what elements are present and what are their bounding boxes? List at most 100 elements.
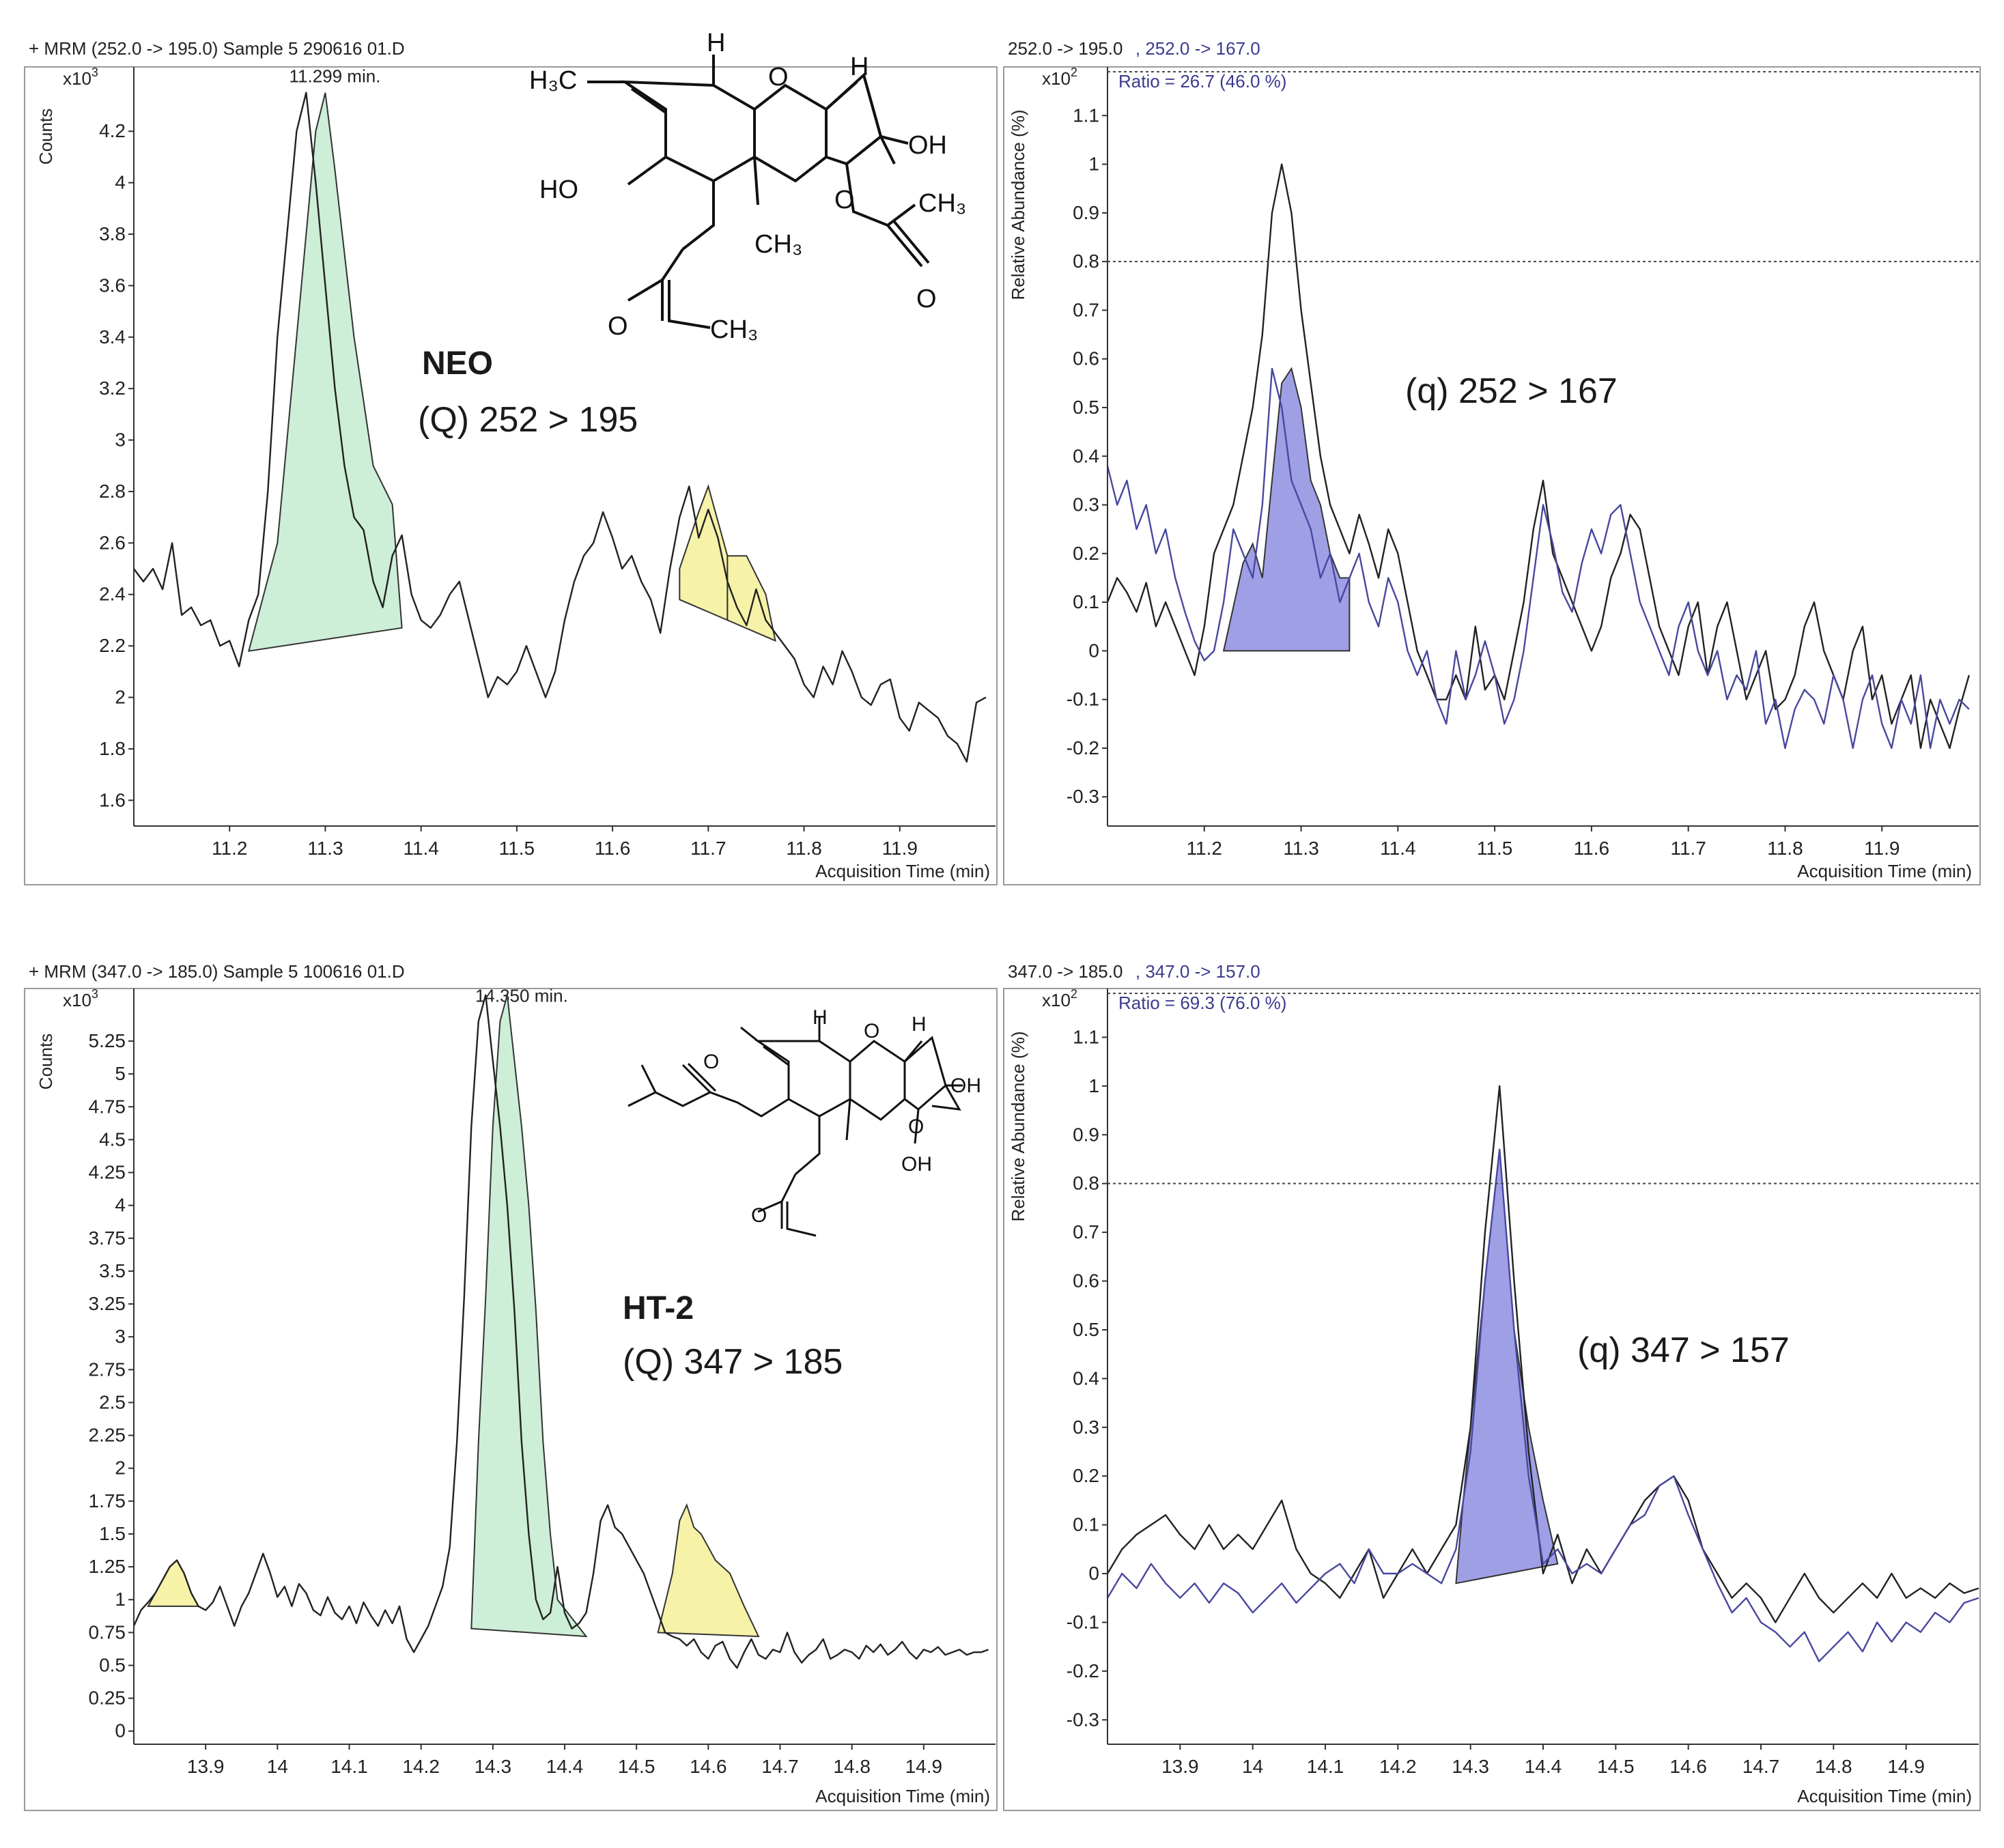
transition-label: (q) 252 > 167 xyxy=(1405,371,1618,411)
atom-oh-right: OH xyxy=(950,1075,981,1097)
y-tick-label: 0.6 xyxy=(1073,1270,1099,1292)
y-tick-label: 0.4 xyxy=(1073,445,1099,466)
integrated-peak-area xyxy=(1455,1149,1559,1584)
ch3-bond xyxy=(753,156,759,205)
y-tick-label: 0.5 xyxy=(1073,1319,1099,1340)
x-tick-label: 14.7 xyxy=(1742,1756,1780,1777)
ring-c xyxy=(904,1036,947,1111)
panel-ht2-quant: + MRM (347.0 -> 185.0) Sample 5 100616 0… xyxy=(24,961,998,1811)
y-axis-label: Counts xyxy=(36,109,56,165)
y-tick-label: 4 xyxy=(115,172,126,193)
atom-ch3-mid: CH₃ xyxy=(754,230,802,259)
y-tick-label: 1.5 xyxy=(99,1523,126,1544)
y-tick-label: 3.5 xyxy=(99,1260,126,1281)
peak-time-label: 11.299 min. xyxy=(289,66,380,87)
x-tick-label: 14.4 xyxy=(546,1756,584,1777)
y-tick-label: 3.4 xyxy=(99,326,126,347)
ratio-label: Ratio = 69.3 (76.0 %) xyxy=(1118,993,1286,1013)
y-axis-label: Relative Abundance (%) xyxy=(1008,110,1028,300)
y-tick-label: 2.2 xyxy=(99,635,126,656)
y-tick-label: 0.75 xyxy=(89,1621,126,1643)
panel-ht2-qual: 347.0 -> 185.0 , 347.0 -> 157.0 x102 Rat… xyxy=(1003,961,1981,1811)
y-tick-label: 4.2 xyxy=(99,120,126,141)
peak-annotation: 11.299 min. xyxy=(289,66,380,87)
axes: 0 0.25 0.5 0.75 1 1.25 1.5 1.75 2 2.25 2.5 2.75 3 3.2… xyxy=(89,989,996,1777)
y-tick-label: 2.8 xyxy=(99,481,126,502)
y-tick-label: 0.9 xyxy=(1073,1124,1099,1145)
x-tick-label: 11.4 xyxy=(403,838,438,859)
integrated-peak-area xyxy=(1222,367,1351,652)
y-axis-label: Relative Abundance (%) xyxy=(1008,1032,1028,1222)
x-tick-label: 11.2 xyxy=(212,838,247,859)
x-tick-label: 11.3 xyxy=(307,838,343,859)
axes: -0.3 -0.2 -0.1 0 0.1 0.2 0.3 0.4 0.5 0.6 0.7 0.8 0.9… xyxy=(1067,989,1979,1777)
y-tick-label: 2.4 xyxy=(99,584,126,605)
atom-ch3-right: CH₃ xyxy=(918,189,966,218)
acetate xyxy=(757,1174,817,1237)
series-line xyxy=(1106,163,1970,750)
series-line xyxy=(133,91,987,763)
x-tick-label: 14.1 xyxy=(330,1756,368,1777)
y-tick-label: 0.7 xyxy=(1073,1221,1099,1242)
atom-o-epox: O xyxy=(834,186,855,214)
y-tick-label: 3 xyxy=(115,429,126,451)
y-tick-label: 4.25 xyxy=(89,1162,126,1183)
y-tick-label: 3.8 xyxy=(99,223,126,244)
panel-header: + MRM (347.0 -> 185.0) Sample 5 100616 0… xyxy=(29,961,405,982)
peak-time-label: 14.350 min. xyxy=(475,985,568,1006)
transition-label: (Q) 347 > 185 xyxy=(623,1342,843,1382)
y-tick-label: 0.2 xyxy=(1073,1465,1099,1486)
y-tick-label: 3.6 xyxy=(99,274,126,296)
neo-structure-image xyxy=(587,55,930,329)
y-tick-label: 5.25 xyxy=(89,1030,126,1051)
ring-a xyxy=(754,1040,851,1118)
panel-neo-qual: 252.0 -> 195.0 , 252.0 -> 167.0 x102 Rat… xyxy=(1003,38,1981,885)
integrated-peak-area xyxy=(657,1503,760,1638)
panel-header: 252.0 -> 195.0 , 252.0 -> 167.0 xyxy=(1008,38,1260,59)
y-tick-label: 2.75 xyxy=(89,1359,126,1380)
x-tick-label: 14.5 xyxy=(1597,1756,1635,1777)
x-tick-label: 11.6 xyxy=(595,838,630,859)
oac-bond xyxy=(845,163,930,268)
x-tick-label: 14.3 xyxy=(475,1756,512,1777)
integrated-peak-area xyxy=(247,92,403,652)
y-tick-label: 0.1 xyxy=(1073,591,1099,612)
y-tick-label: 4 xyxy=(115,1195,126,1216)
y-tick-label: 2.6 xyxy=(99,532,126,553)
series-line xyxy=(132,994,989,1669)
ring-c xyxy=(825,72,883,166)
y-tick-label: 1.25 xyxy=(89,1556,126,1577)
series-group xyxy=(132,994,989,1669)
atom-o-ring: O xyxy=(768,63,789,91)
x-tick-label: 14.5 xyxy=(618,1756,655,1777)
y-tick-label: 2.5 xyxy=(99,1391,126,1412)
x-tick-label: 11.5 xyxy=(1477,838,1512,859)
x-tick-label: 13.9 xyxy=(187,1756,225,1777)
y-tick-label: 0.8 xyxy=(1073,1173,1099,1194)
oh-bond xyxy=(627,156,667,186)
y-tick-label: 1.8 xyxy=(99,738,126,759)
x-tick-label: 11.4 xyxy=(1380,838,1415,859)
y-tick-label: 0 xyxy=(115,1720,126,1742)
axes: -0.3 -0.2 -0.1 0 0.1 0.2 0.3 0.4 0.5 0.6 0.7 0.8 0.9… xyxy=(1067,67,1979,859)
x-tick-label: 11.2 xyxy=(1187,838,1222,859)
y-tick-label: 1 xyxy=(115,1589,126,1610)
y-tick-label: 3.75 xyxy=(89,1227,126,1249)
y-tick-label: 2 xyxy=(115,1458,126,1479)
x-tick-label: 14 xyxy=(1242,1756,1263,1777)
acetate-1 xyxy=(627,248,711,329)
y-tick-label: 4.75 xyxy=(89,1096,126,1117)
y-tick-label: -0.3 xyxy=(1067,1709,1099,1730)
atom-o-ring: O xyxy=(864,1020,879,1042)
y-tick-label: 0.5 xyxy=(1073,397,1099,418)
y-tick-label: 1.6 xyxy=(99,789,126,810)
panel-header: 347.0 -> 185.0 , 347.0 -> 157.0 xyxy=(1008,961,1260,982)
integrated-peak-area xyxy=(726,555,776,642)
x-tick-label: 14.3 xyxy=(1452,1756,1489,1777)
h-right-bond xyxy=(825,81,858,111)
series-group xyxy=(133,91,987,763)
ring-a-double xyxy=(763,1045,789,1066)
y-tick-label: 0.3 xyxy=(1073,494,1099,515)
y-axis-label: Counts xyxy=(36,1034,56,1090)
y-tick-label: 3.25 xyxy=(89,1293,126,1314)
